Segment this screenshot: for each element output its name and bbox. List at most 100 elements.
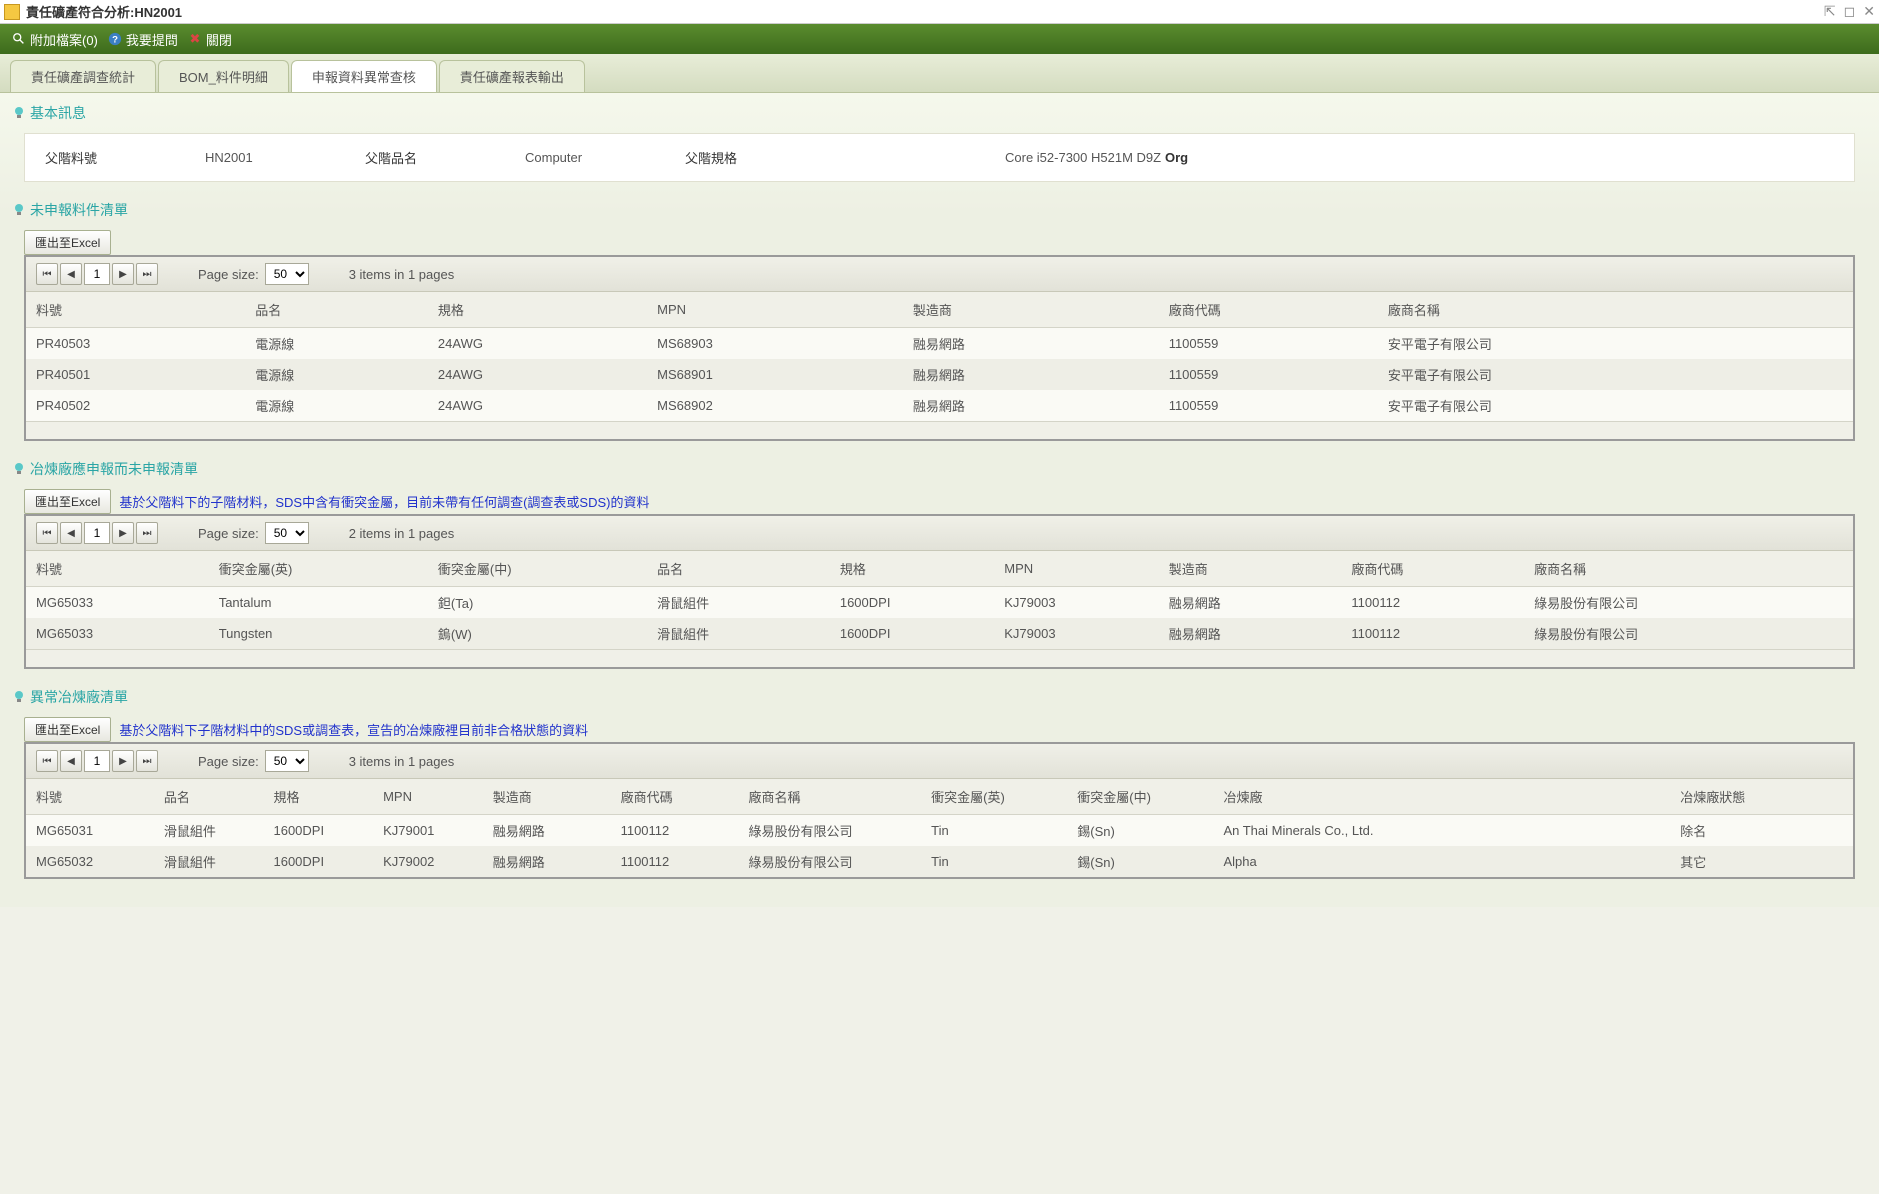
- pager-first-button[interactable]: ⏮: [36, 522, 58, 544]
- column-header[interactable]: 製造商: [1159, 551, 1342, 587]
- column-header[interactable]: 廠商名稱: [1524, 551, 1853, 587]
- column-header[interactable]: 規格: [428, 292, 647, 328]
- close-icon[interactable]: ✕: [1863, 3, 1875, 20]
- column-header[interactable]: 品名: [245, 292, 428, 328]
- pager-first-button[interactable]: ⏮: [36, 750, 58, 772]
- pager-next-button[interactable]: ▶: [112, 263, 134, 285]
- column-header[interactable]: 料號: [26, 779, 154, 815]
- window-title: 責任礦產符合分析:HN2001: [26, 2, 1824, 21]
- table-cell: KJ79003: [994, 618, 1158, 649]
- ask-button[interactable]: ? 我要提問: [108, 30, 178, 49]
- column-header[interactable]: 料號: [26, 551, 209, 587]
- column-header[interactable]: MPN: [647, 292, 903, 328]
- pager-last-button[interactable]: ⏭: [136, 522, 158, 544]
- table-cell: 融易網路: [483, 815, 611, 847]
- export-excel-button[interactable]: 匯出至Excel: [24, 717, 111, 742]
- section-abnormal-heading: 異常冶煉廠清單: [14, 687, 1865, 707]
- column-header[interactable]: 規格: [263, 779, 373, 815]
- export-excel-button[interactable]: 匯出至Excel: [24, 489, 111, 514]
- page-size-select[interactable]: 50: [265, 522, 309, 544]
- pager-page-input[interactable]: [84, 263, 110, 285]
- table-cell: 電源線: [245, 328, 428, 360]
- table-cell: 鎢(W): [428, 618, 647, 649]
- table-cell: 24AWG: [428, 328, 647, 360]
- maximize-icon[interactable]: ◻: [1844, 3, 1856, 20]
- column-header[interactable]: 衝突金屬(中): [1067, 779, 1213, 815]
- pager-last-button[interactable]: ⏭: [136, 750, 158, 772]
- tab-0[interactable]: 責任礦產調查統計: [10, 60, 156, 92]
- table-cell: PR40502: [26, 390, 245, 421]
- pager-prev-button[interactable]: ◀: [60, 263, 82, 285]
- bulb-icon: [14, 203, 24, 217]
- table-row[interactable]: PR40503電源線24AWGMS68903融易網路1100559安平電子有限公…: [26, 328, 1853, 360]
- column-header[interactable]: 衝突金屬(英): [921, 779, 1067, 815]
- tab-1[interactable]: BOM_料件明細: [158, 60, 289, 92]
- items-info: 3 items in 1 pages: [349, 754, 455, 769]
- app-icon: [4, 4, 20, 20]
- export-excel-button[interactable]: 匯出至Excel: [24, 230, 111, 255]
- column-header[interactable]: 冶煉廠: [1213, 779, 1670, 815]
- column-header[interactable]: 製造商: [903, 292, 1159, 328]
- table-row[interactable]: MG65032滑鼠組件1600DPIKJ79002融易網路1100112綠易股份…: [26, 846, 1853, 877]
- table-row[interactable]: PR40502電源線24AWGMS68902融易網路1100559安平電子有限公…: [26, 390, 1853, 421]
- pin-icon[interactable]: ⇱: [1824, 3, 1836, 20]
- column-header[interactable]: 廠商名稱: [738, 779, 921, 815]
- table-cell: 錫(Sn): [1067, 815, 1213, 847]
- table-row[interactable]: MG65033Tungsten鎢(W)滑鼠組件1600DPIKJ79003融易網…: [26, 618, 1853, 649]
- pager-page-input[interactable]: [84, 522, 110, 544]
- window-titlebar: 責任礦產符合分析:HN2001 ⇱ ◻ ✕: [0, 0, 1879, 24]
- pager-next-button[interactable]: ▶: [112, 750, 134, 772]
- table-cell: MS68902: [647, 390, 903, 421]
- table-cell: 1100112: [1341, 618, 1524, 649]
- column-header[interactable]: 品名: [154, 779, 264, 815]
- close-button[interactable]: ✖ 關閉: [188, 30, 232, 49]
- table-row[interactable]: MG65033Tantalum鉭(Ta)滑鼠組件1600DPIKJ79003融易…: [26, 587, 1853, 619]
- page-size: Page size:50: [198, 522, 309, 544]
- column-header[interactable]: MPN: [994, 551, 1158, 587]
- column-header[interactable]: 冶煉廠狀態: [1670, 779, 1853, 815]
- close-x-icon: ✖: [188, 32, 202, 46]
- table-row[interactable]: MG65031滑鼠組件1600DPIKJ79001融易網路1100112綠易股份…: [26, 815, 1853, 847]
- table-cell: Tantalum: [209, 587, 428, 619]
- tab-2[interactable]: 申報資料異常查核: [291, 60, 437, 92]
- table-cell: 1600DPI: [830, 587, 994, 619]
- page-size-select[interactable]: 50: [265, 263, 309, 285]
- parent-pn-value: HN2001: [205, 150, 365, 165]
- pager-prev-button[interactable]: ◀: [60, 750, 82, 772]
- page-size-select[interactable]: 50: [265, 750, 309, 772]
- table-cell: 1100559: [1159, 328, 1378, 360]
- items-info: 2 items in 1 pages: [349, 526, 455, 541]
- pager-next-button[interactable]: ▶: [112, 522, 134, 544]
- table-row[interactable]: PR40501電源線24AWGMS68901融易網路1100559安平電子有限公…: [26, 359, 1853, 390]
- org-link[interactable]: Org: [1165, 150, 1205, 165]
- column-header[interactable]: 廠商代碼: [1159, 292, 1378, 328]
- pager-page-input[interactable]: [84, 750, 110, 772]
- parent-spec-value: Core i52-7300 H521M D9Z: [1005, 150, 1165, 165]
- column-header[interactable]: 廠商代碼: [1341, 551, 1524, 587]
- column-header[interactable]: 規格: [830, 551, 994, 587]
- table-cell: 融易網路: [483, 846, 611, 877]
- pager-last-button[interactable]: ⏭: [136, 263, 158, 285]
- column-header[interactable]: 廠商名稱: [1378, 292, 1853, 328]
- attachments-button[interactable]: 附加檔案(0): [12, 30, 98, 49]
- table-cell: 綠易股份有限公司: [1524, 587, 1853, 619]
- section-basic-heading: 基本訊息: [14, 103, 1865, 123]
- tab-3[interactable]: 責任礦產報表輸出: [439, 60, 585, 92]
- column-header[interactable]: 料號: [26, 292, 245, 328]
- column-header[interactable]: MPN: [373, 779, 483, 815]
- table-cell: 24AWG: [428, 390, 647, 421]
- bulb-icon: [14, 462, 24, 476]
- table-cell: 電源線: [245, 359, 428, 390]
- parent-name-label: 父階品名: [365, 148, 525, 167]
- column-header[interactable]: 製造商: [483, 779, 611, 815]
- column-header[interactable]: 衝突金屬(中): [428, 551, 647, 587]
- parent-pn-label: 父階料號: [45, 148, 205, 167]
- pager-first-button[interactable]: ⏮: [36, 263, 58, 285]
- table-cell: 融易網路: [903, 390, 1159, 421]
- table-cell: Tungsten: [209, 618, 428, 649]
- table-cell: 滑鼠組件: [647, 587, 830, 619]
- column-header[interactable]: 衝突金屬(英): [209, 551, 428, 587]
- column-header[interactable]: 品名: [647, 551, 830, 587]
- column-header[interactable]: 廠商代碼: [611, 779, 739, 815]
- pager-prev-button[interactable]: ◀: [60, 522, 82, 544]
